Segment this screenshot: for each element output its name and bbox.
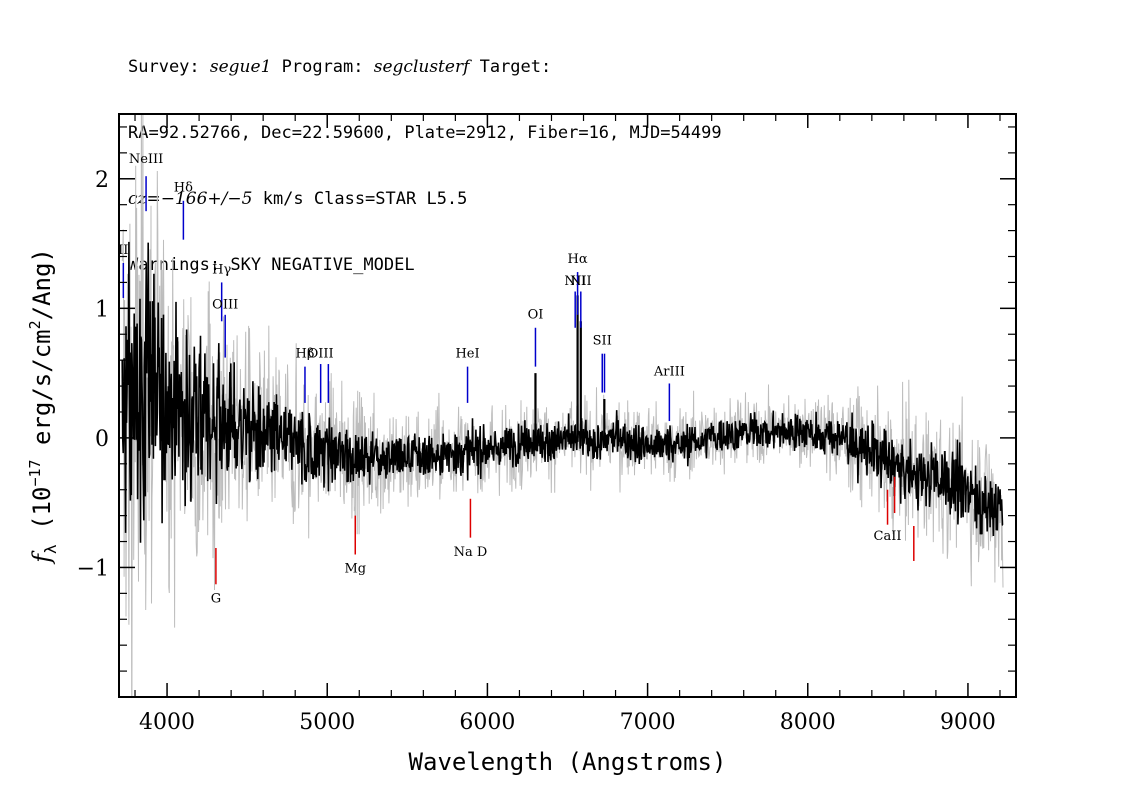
header-line-1: Survey: segue1 Program: segclusterf Targ… — [128, 56, 722, 78]
emission-line-label-7: HeI — [455, 347, 479, 362]
x-tick-label: 6000 — [459, 710, 515, 735]
absorption-line-label-3: CaII — [874, 529, 902, 544]
emission-line-label-12: SII — [593, 334, 612, 349]
header-line-2: RA=92.52766, Dec=22.59600, Plate=2912, F… — [128, 123, 722, 143]
x-tick-label: 7000 — [620, 710, 676, 735]
flux-layer — [121, 241, 1004, 543]
absorption-line-label-0: G — [211, 591, 221, 606]
survey-label: Survey: — [128, 57, 210, 77]
program-label: Program: — [271, 57, 374, 77]
y-axis-subscript: λ — [41, 544, 60, 554]
y-axis-squared: 2 — [26, 320, 44, 329]
ticks-layer: 4000 5000 6000 7000 8000 9000 −1 0 1 2 — [77, 114, 1016, 735]
class-text: km/s Class=STAR L5.5 — [252, 189, 468, 209]
spectrum-header: Survey: segue1 Program: segclusterf Targ… — [128, 12, 722, 298]
plot-frame — [118, 113, 1017, 698]
emission-line-label-11: NII — [570, 274, 592, 289]
error-series-line — [121, 114, 1004, 697]
survey-value: segue1 — [209, 57, 272, 77]
emission-line-label-3: OIII — [212, 297, 238, 312]
x-tick-label: 4000 — [139, 710, 195, 735]
emission-line-label-9: NII — [564, 274, 586, 289]
x-tick-label: 9000 — [940, 710, 996, 735]
x-axis-title: Wavelength (Angstroms) — [409, 748, 727, 776]
error-band-layer — [121, 114, 1004, 697]
emission-line-label-15: II — [118, 243, 128, 258]
emission-line-label-8: OI — [528, 308, 544, 323]
flux-series-line — [121, 241, 1004, 543]
y-tick-label: 0 — [95, 427, 109, 452]
target-label: Target: — [469, 57, 552, 77]
y-axis-title: fλ (10−17 erg/s/cm2/Ang) — [26, 248, 60, 565]
emission-line-label-10: Hα — [568, 252, 588, 267]
emission-line-label-1: Hδ — [174, 181, 193, 196]
program-value: segclusterf — [373, 57, 470, 77]
y-axis-unit-start: (10 — [28, 487, 56, 545]
header-line-3: cz=−166+/−5 km/s Class=STAR L5.5 — [128, 188, 722, 210]
emission-line-label-4: Hβ — [296, 347, 315, 362]
y-axis-exponent: −17 — [26, 459, 44, 486]
y-axis-units: erg/s/cm — [28, 329, 56, 459]
emission-line-label-5: OIII — [308, 347, 334, 362]
absorption-line-label-2: Na D — [454, 545, 488, 560]
y-axis-unit-end: /Ang) — [28, 248, 56, 320]
absorption-line-label-1: Mg — [344, 562, 366, 577]
y-tick-label: 1 — [95, 297, 109, 322]
x-tick-label: 8000 — [780, 710, 836, 735]
emission-line-label-2: Hγ — [212, 262, 231, 277]
emission-line-label-14: ArIII — [653, 365, 685, 380]
y-tick-label: −1 — [77, 556, 109, 581]
x-tick-label: 5000 — [299, 710, 355, 735]
y-tick-label: 2 — [95, 168, 109, 193]
emission-line-label-0: NeIII — [129, 152, 163, 167]
